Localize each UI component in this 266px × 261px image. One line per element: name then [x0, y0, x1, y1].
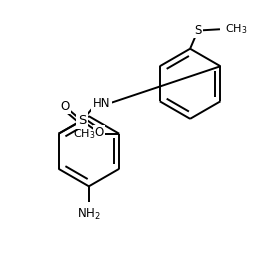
Text: S: S: [194, 24, 202, 37]
Text: S: S: [78, 114, 86, 127]
Text: CH$_3$: CH$_3$: [73, 127, 96, 141]
Text: NH$_2$: NH$_2$: [77, 207, 101, 222]
Text: O: O: [94, 126, 103, 139]
Text: O: O: [60, 100, 70, 113]
Text: HN: HN: [93, 97, 110, 110]
Text: CH$_3$: CH$_3$: [225, 22, 248, 36]
